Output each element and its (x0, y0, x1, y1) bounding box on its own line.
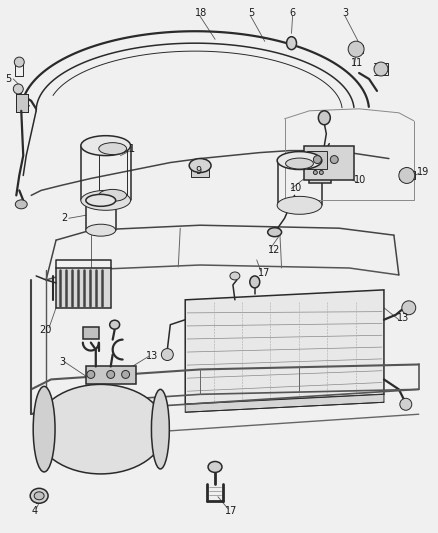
Ellipse shape (286, 158, 314, 169)
Circle shape (400, 398, 412, 410)
Bar (309, 166, 331, 183)
Polygon shape (185, 290, 384, 404)
Bar (191, 166, 209, 177)
Ellipse shape (30, 488, 48, 503)
Polygon shape (185, 394, 384, 412)
Text: 19: 19 (417, 167, 429, 177)
Circle shape (374, 62, 388, 76)
Ellipse shape (277, 151, 322, 169)
Ellipse shape (15, 200, 27, 209)
Ellipse shape (189, 158, 211, 173)
Text: 11: 11 (351, 58, 364, 68)
Text: 9: 9 (195, 166, 201, 175)
Circle shape (319, 171, 323, 174)
Circle shape (402, 301, 416, 315)
Bar (56, 268, 111, 308)
Text: 10: 10 (290, 183, 302, 193)
Ellipse shape (152, 389, 170, 469)
Circle shape (13, 84, 23, 94)
Text: 10: 10 (354, 175, 367, 185)
Circle shape (330, 156, 338, 164)
Circle shape (14, 57, 24, 67)
Ellipse shape (268, 228, 282, 237)
Ellipse shape (230, 272, 240, 280)
Ellipse shape (250, 276, 260, 288)
Circle shape (87, 370, 95, 378)
Circle shape (161, 349, 173, 360)
Ellipse shape (81, 136, 131, 156)
Text: 18: 18 (195, 9, 208, 18)
Text: 2: 2 (61, 213, 67, 223)
Text: 5: 5 (248, 9, 254, 18)
Text: 13: 13 (397, 313, 409, 323)
Ellipse shape (86, 224, 116, 236)
Circle shape (399, 167, 415, 183)
Circle shape (348, 41, 364, 57)
Text: 17: 17 (258, 268, 270, 278)
Ellipse shape (318, 111, 330, 125)
Ellipse shape (99, 189, 127, 201)
Bar (83, 327, 99, 338)
Bar (16, 94, 28, 112)
Ellipse shape (208, 462, 222, 472)
Ellipse shape (99, 143, 127, 155)
Bar (307, 151, 327, 168)
Text: 17: 17 (225, 506, 237, 516)
Ellipse shape (81, 190, 131, 211)
Text: 5: 5 (5, 74, 12, 84)
Text: 4: 4 (31, 506, 37, 516)
Ellipse shape (110, 320, 120, 329)
Ellipse shape (277, 196, 322, 214)
Text: 6: 6 (290, 9, 296, 18)
Ellipse shape (36, 384, 165, 474)
Circle shape (107, 370, 115, 378)
Ellipse shape (286, 37, 297, 50)
Bar (86, 367, 135, 384)
Ellipse shape (33, 386, 55, 472)
Ellipse shape (34, 492, 44, 500)
Bar (304, 146, 354, 181)
Text: 13: 13 (145, 351, 158, 360)
Text: 20: 20 (39, 325, 52, 335)
Text: 1: 1 (129, 143, 135, 154)
Bar (312, 168, 320, 176)
Text: 12: 12 (268, 245, 280, 255)
Circle shape (314, 171, 318, 174)
Text: 3: 3 (59, 357, 65, 367)
Ellipse shape (86, 195, 116, 206)
Circle shape (122, 370, 130, 378)
Text: 3: 3 (342, 9, 348, 18)
Circle shape (314, 156, 321, 164)
